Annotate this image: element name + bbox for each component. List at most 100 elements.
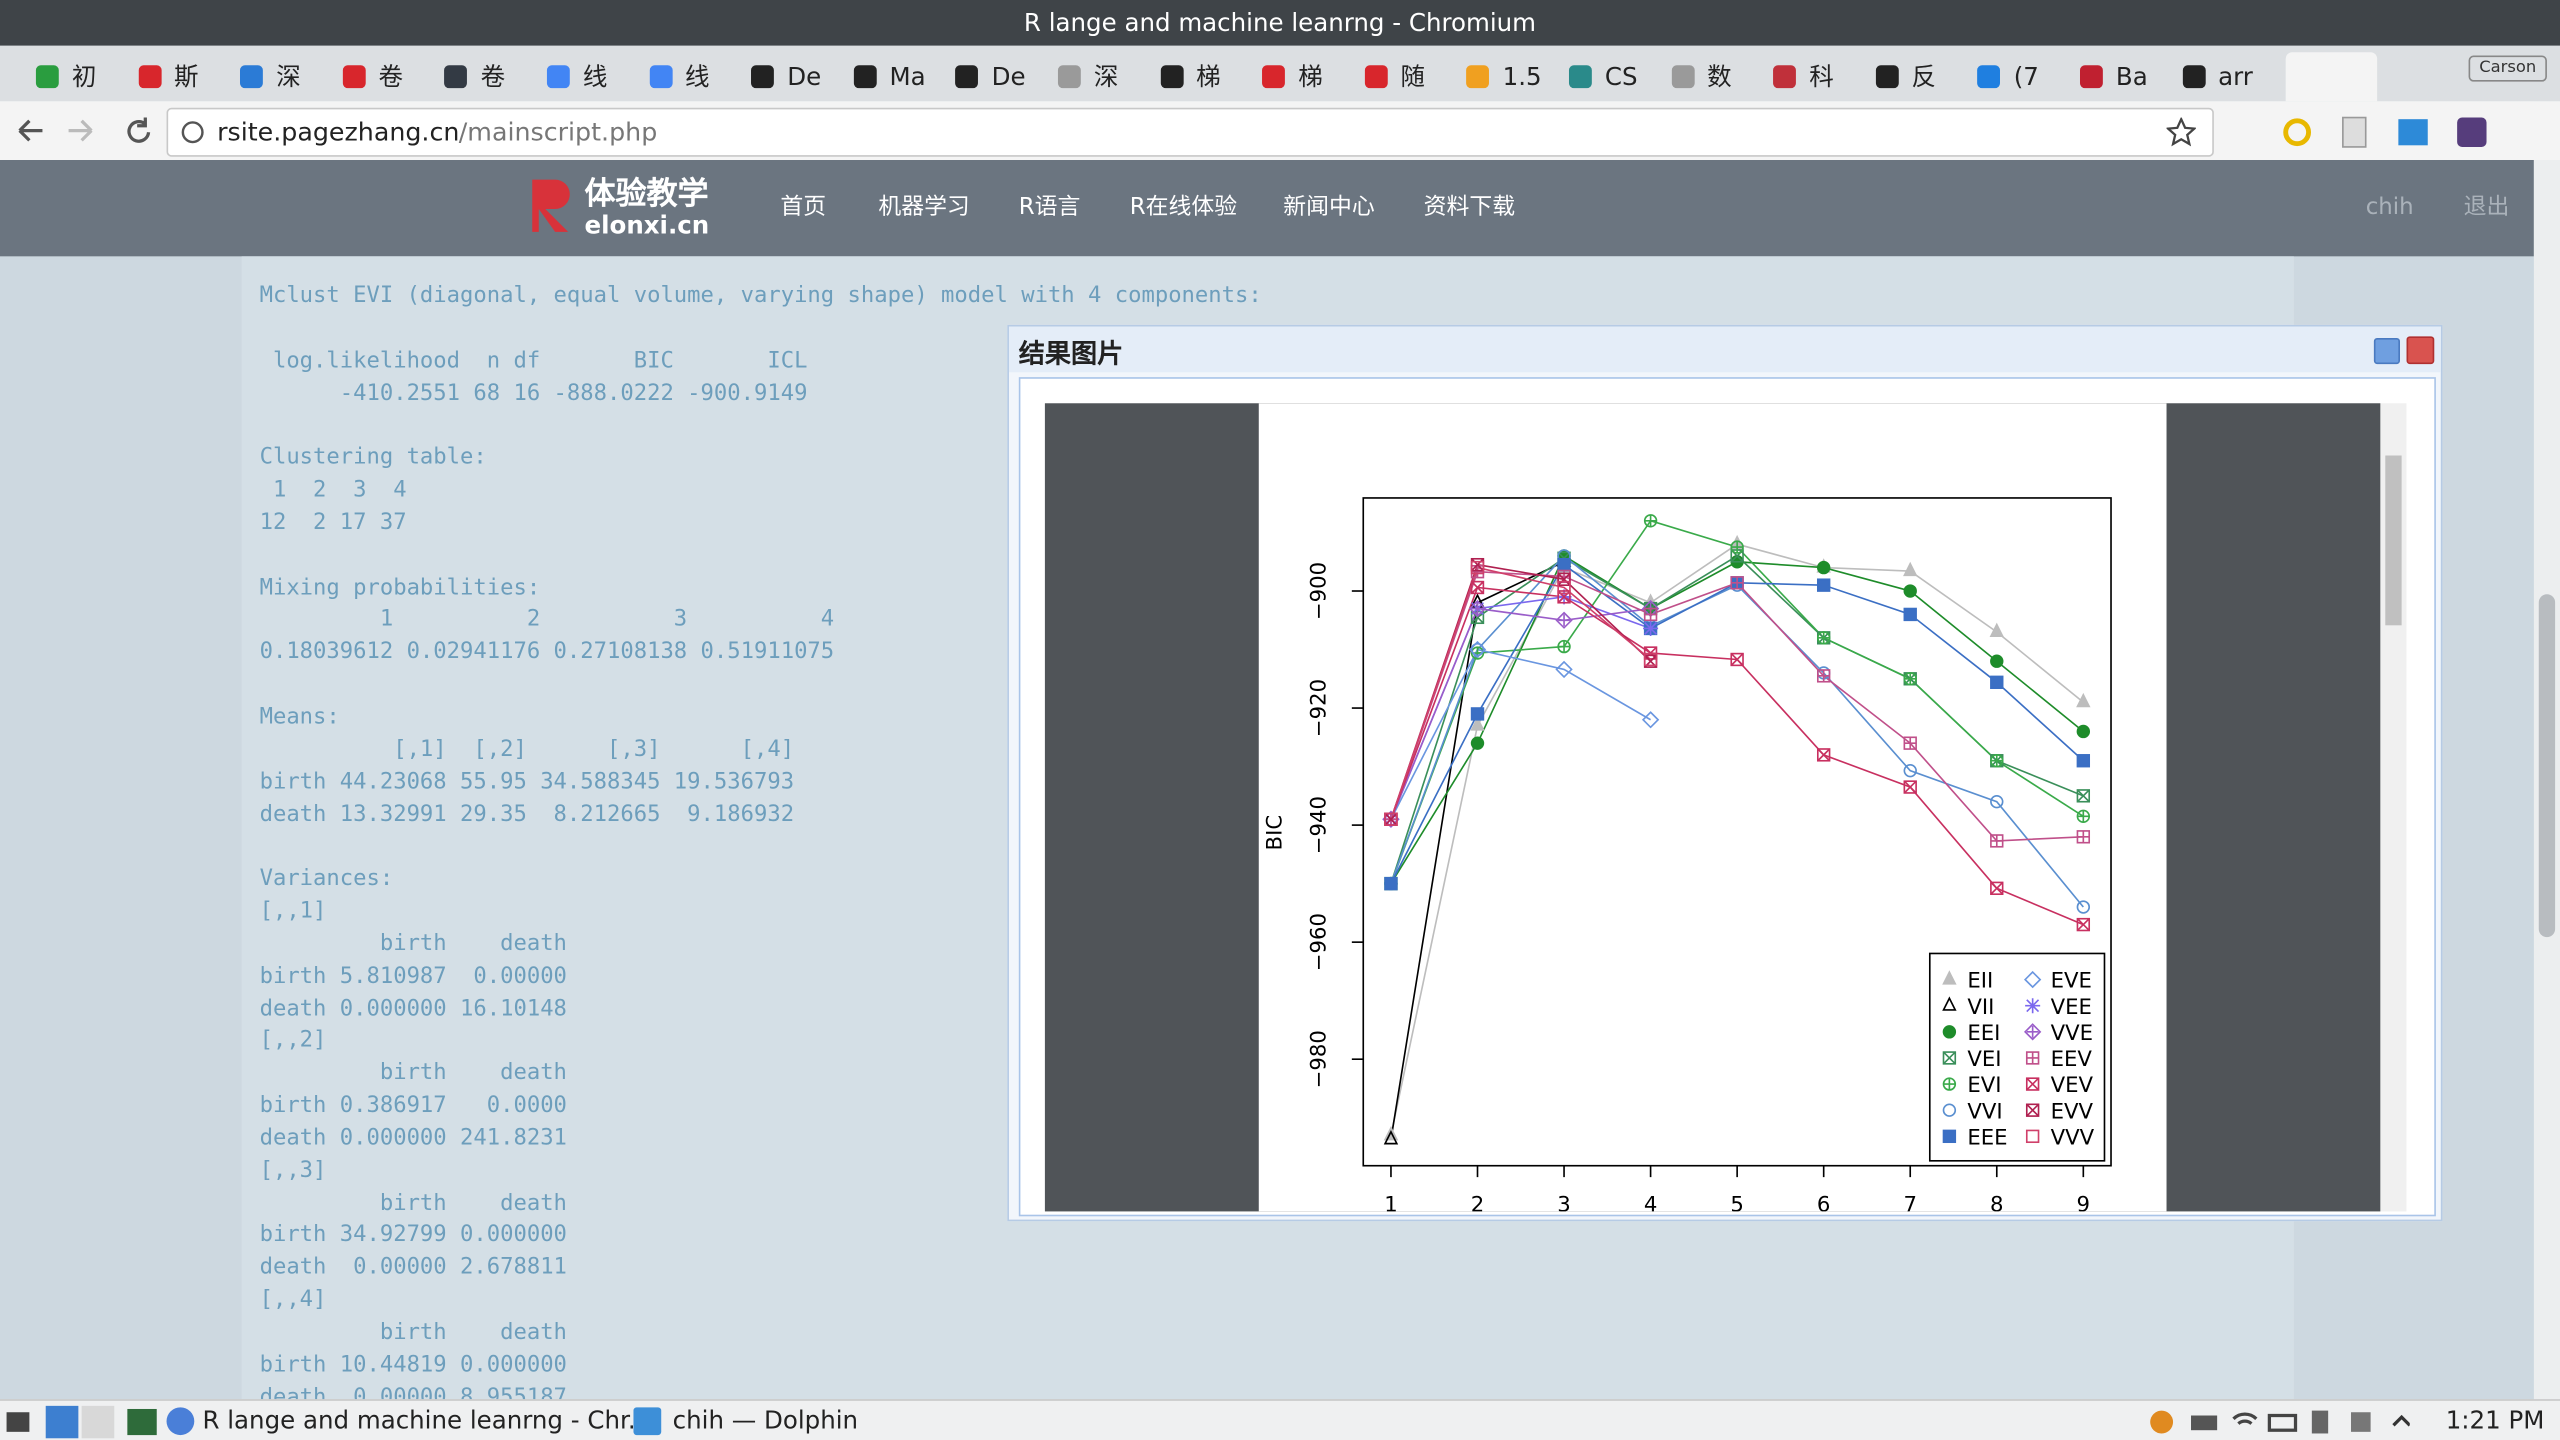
tab[interactable]: 初 (23, 52, 124, 101)
nav-item[interactable]: 首页 (780, 194, 827, 221)
legend-marker (2025, 1103, 2040, 1117)
x-tick-label: 2 (1471, 1192, 1485, 1211)
marker-part (1641, 711, 1660, 729)
image-scrollbar[interactable] (2380, 403, 2407, 1212)
tab-label: 线 (582, 62, 608, 92)
tab-label: 初 (71, 62, 97, 92)
tab[interactable]: 反 (1863, 52, 1964, 101)
system-tray[interactable] (2149, 1409, 2410, 1435)
active-tab[interactable] (2285, 52, 2378, 102)
marker-part (1903, 607, 1917, 622)
tab[interactable]: De (943, 52, 1044, 101)
page-scrollbar[interactable] (2533, 159, 2560, 1400)
marker-part (1904, 672, 1917, 685)
marker-part (1817, 669, 1830, 682)
taskbar-launchers[interactable] (6, 1405, 164, 1439)
data-point (1557, 580, 1571, 595)
tab[interactable]: 线 (636, 52, 737, 101)
data-point (1470, 716, 1485, 731)
marker-part (1816, 560, 1831, 575)
tab[interactable]: 1.5 (1454, 52, 1555, 101)
marker-part (1384, 876, 1398, 891)
reload-button[interactable] (127, 117, 151, 143)
maximize-button[interactable] (2373, 337, 2400, 365)
task-title[interactable]: R lange and machine leanrng - Chr... (202, 1405, 652, 1436)
data-point (1816, 669, 1831, 683)
extension-icons[interactable] (2278, 114, 2507, 150)
marker-part (1903, 780, 1917, 794)
data-point (1903, 763, 1917, 778)
marker-part (2023, 970, 2042, 989)
marker-part (2025, 998, 2041, 1014)
nav-item[interactable]: 机器学习 (878, 194, 970, 221)
back-button[interactable] (18, 119, 43, 142)
x-tick-label: 6 (1817, 1192, 1831, 1211)
console-line: Means: (259, 703, 340, 730)
tab[interactable]: De (738, 52, 839, 101)
address-bar[interactable]: rsite.pagezhang.cn/mainscript.php (166, 107, 2214, 157)
tab[interactable]: 深 (227, 52, 328, 101)
tab[interactable]: 深 (1045, 52, 1146, 101)
tab[interactable]: Ba (2067, 52, 2168, 101)
marker-part (1382, 810, 1400, 828)
marker-part (2025, 1129, 2040, 1144)
logout-link[interactable]: 退出 (2463, 194, 2510, 221)
marker-part (1555, 660, 1573, 679)
scroll-thumb[interactable] (2538, 594, 2556, 938)
tab[interactable]: 线 (534, 52, 635, 101)
data-point (2076, 830, 2091, 844)
tab-icon (138, 65, 161, 89)
bookmark-star[interactable] (2166, 117, 2196, 147)
nav-item[interactable]: R语言 (1018, 194, 1081, 221)
tab[interactable]: 科 (1760, 52, 1861, 101)
tab[interactable]: 梯 (1147, 52, 1248, 101)
nav-item[interactable]: R在线体验 (1129, 194, 1238, 221)
nav-item[interactable]: 资料下载 (1423, 194, 1516, 221)
forward-button[interactable] (68, 119, 93, 142)
x-tick-label: 9 (2077, 1192, 2091, 1211)
legend-marker (2025, 1077, 2040, 1091)
marker-part (1383, 1130, 1399, 1145)
profile[interactable]: Carson (2468, 55, 2547, 82)
tab[interactable]: 斯 (125, 52, 226, 101)
tab[interactable]: 随 (1352, 52, 1453, 101)
marker-part (2026, 1103, 2040, 1117)
tab[interactable]: Ma (840, 52, 941, 101)
legend-label: VVV (2051, 1125, 2095, 1150)
marker-part (1558, 614, 1570, 627)
tab[interactable]: 梯 (1249, 52, 1350, 101)
tab[interactable]: 卷 (432, 52, 533, 101)
data-point (1730, 540, 1744, 554)
marker-part (1468, 599, 1487, 618)
close-button[interactable] (2406, 336, 2435, 365)
console-line: [,,4] (259, 1286, 327, 1313)
marker-part (2077, 810, 2090, 823)
nav-buttons[interactable] (13, 111, 160, 150)
tab-label: Ba (2115, 62, 2148, 92)
tab[interactable]: CS (1556, 52, 1657, 101)
task-title[interactable]: chih — Dolphin (672, 1405, 859, 1436)
logo-domain: elonxi.cn (584, 210, 710, 240)
image-scroll-thumb[interactable] (2385, 455, 2402, 626)
tab[interactable]: 卷 (329, 52, 430, 101)
data-point (1470, 560, 1485, 575)
marker-part (2076, 789, 2091, 803)
data-point (1730, 652, 1744, 667)
y-tick-label: −920 (1307, 679, 1332, 737)
tab[interactable]: (7 (1965, 52, 2066, 101)
tab-icon (1262, 65, 1286, 89)
marker-part (1989, 622, 2004, 638)
tab[interactable]: 数 (1658, 52, 1759, 101)
user-name[interactable]: chih (2365, 194, 2414, 221)
tab-label: 深 (1093, 62, 1119, 92)
nav-item[interactable]: 新闻中心 (1283, 194, 1375, 221)
marker-part (1468, 640, 1487, 659)
marker-part (1942, 996, 1957, 1011)
data-point (2076, 692, 2091, 708)
console-line: -410.2551 68 16 -888.0222 -900.9149 (259, 379, 808, 406)
tab[interactable]: arr (2169, 52, 2270, 101)
marker-part (1470, 560, 1485, 575)
tab-label: De (787, 62, 822, 92)
legend-marker (1942, 1103, 1957, 1117)
